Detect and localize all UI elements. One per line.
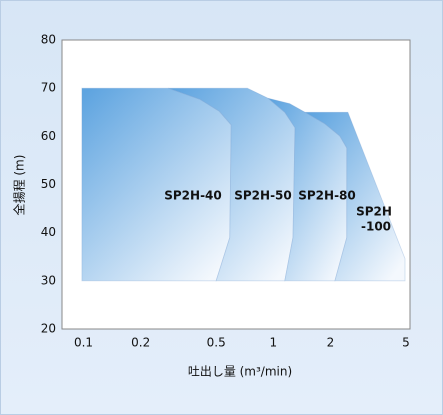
x-tick-label: 2 xyxy=(327,336,335,350)
region-label: SP2H-50 xyxy=(234,189,292,203)
y-tick-label: 80 xyxy=(41,33,56,47)
y-axis-label: 全揚程 (m) xyxy=(12,155,27,216)
y-tick-label: 60 xyxy=(41,129,56,143)
y-tick-label: 30 xyxy=(41,273,56,287)
x-tick-label: 5 xyxy=(402,336,410,350)
performance-region xyxy=(81,87,232,282)
x-tick-label: 0.5 xyxy=(207,336,226,350)
x-axis-label: 吐出し量 (m³/min) xyxy=(188,365,292,379)
x-tick-label: 0.1 xyxy=(74,336,93,350)
y-tick-label: 20 xyxy=(41,322,56,336)
region-label: SP2H xyxy=(356,205,392,219)
region-label: SP2H-80 xyxy=(298,189,356,203)
performance-region xyxy=(303,111,406,282)
region-label: -100 xyxy=(361,220,391,234)
y-tick-label: 70 xyxy=(41,81,56,95)
x-tick-label: 0.2 xyxy=(131,336,150,350)
region-label: SP2H-40 xyxy=(164,189,222,203)
y-tick-label: 40 xyxy=(41,225,56,239)
x-tick-label: 1 xyxy=(270,336,278,350)
y-tick-label: 50 xyxy=(41,177,56,191)
